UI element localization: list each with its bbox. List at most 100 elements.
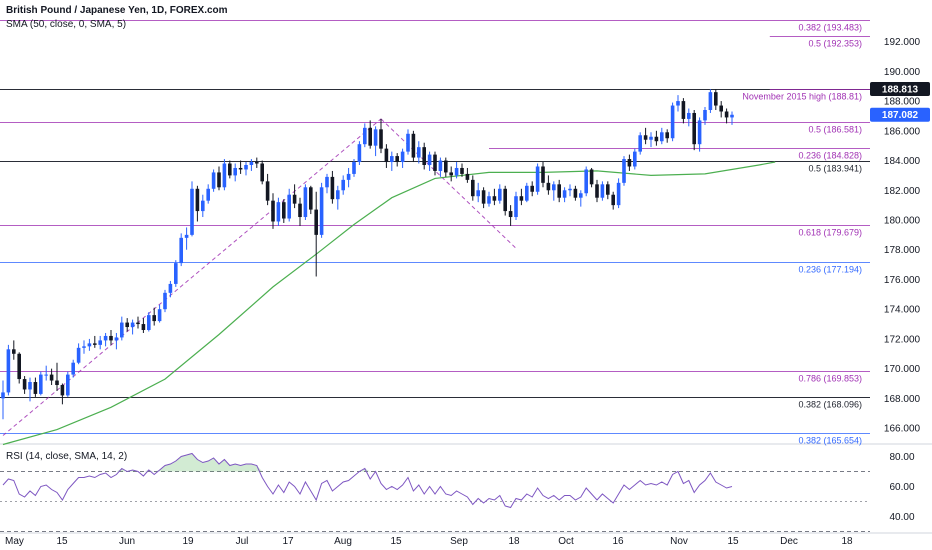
price-axis-tick: 174.000 <box>884 305 921 316</box>
candle <box>724 108 729 124</box>
price-tag-blue: 187.082 <box>870 107 930 122</box>
candle-body <box>201 200 205 212</box>
price-axis-tick: 182.000 <box>884 186 921 197</box>
level-label: 0.5 (186.581) <box>808 125 862 135</box>
candle <box>643 127 648 145</box>
rsi-overbought-fill <box>154 453 263 472</box>
candle-body <box>222 163 227 188</box>
candle <box>352 159 356 177</box>
candle <box>346 167 351 188</box>
time-axis-tick: Jul <box>236 536 249 547</box>
candle-body <box>643 135 648 140</box>
candle-body <box>352 162 356 174</box>
candle <box>417 141 421 164</box>
candle-body <box>562 190 567 198</box>
candle-body <box>460 167 464 174</box>
time-axis-tick: Nov <box>670 536 688 547</box>
candle <box>687 108 691 127</box>
candle <box>676 95 680 112</box>
candle <box>562 187 567 203</box>
candle-body <box>422 147 426 165</box>
candle <box>238 160 243 174</box>
candle <box>525 182 529 203</box>
level-label: 0.382 (165.654) <box>798 436 862 446</box>
candle-body <box>611 194 615 206</box>
candle-body <box>584 169 588 194</box>
candle-body <box>724 111 729 118</box>
candle-body <box>530 185 534 192</box>
time-axis-tick: 18 <box>508 536 520 547</box>
candle-body <box>373 129 378 146</box>
candle-body <box>103 335 108 341</box>
candle-body <box>471 179 475 197</box>
candle-body <box>714 92 718 106</box>
candle-body <box>535 166 540 192</box>
candle-body <box>589 169 594 185</box>
candle-body <box>649 136 653 140</box>
level-label: 0.5 (192.353) <box>808 39 862 49</box>
candle-body <box>157 309 162 322</box>
candle-body <box>552 184 556 191</box>
candle-body <box>82 346 86 348</box>
time-axis-tick: Oct <box>558 536 574 547</box>
candle <box>12 340 16 360</box>
candle <box>481 187 486 209</box>
candle <box>39 371 43 396</box>
price-axis-tick: 172.000 <box>884 334 921 345</box>
level-label: November 2015 high (188.81) <box>742 92 862 102</box>
candle <box>276 197 281 226</box>
candle <box>595 179 599 203</box>
candle-body <box>703 110 707 121</box>
rsi-line <box>2 452 733 509</box>
candle <box>622 156 626 186</box>
candle <box>433 151 437 176</box>
candle <box>136 316 140 329</box>
candle-body <box>681 101 686 119</box>
candle <box>49 368 54 385</box>
candle <box>654 130 659 146</box>
candle <box>660 127 664 145</box>
candle <box>287 188 291 222</box>
sma-legend: SMA (50, close, 0, SMA, 5) <box>6 19 127 30</box>
candle <box>730 111 734 125</box>
rsi-legend: RSI (14, close, SMA, 14, 2) <box>6 451 128 462</box>
rsi-axis-tick: 80.00 <box>889 452 914 463</box>
candle <box>6 344 11 396</box>
candle-body <box>606 184 610 195</box>
candle <box>206 184 210 204</box>
time-axis-tick: 17 <box>282 536 294 547</box>
candle-body <box>66 374 70 396</box>
price-tag-box <box>870 107 930 122</box>
chart-title: British Pound / Japanese Yen, 1D, FOREX.… <box>6 5 228 16</box>
candle <box>60 383 65 405</box>
candle-body <box>379 129 383 149</box>
candle <box>541 162 545 188</box>
candle <box>471 175 475 201</box>
candle-body <box>17 353 21 380</box>
candle <box>508 205 513 226</box>
candle <box>98 335 102 350</box>
candle <box>357 141 362 165</box>
candle <box>395 153 399 167</box>
candle <box>179 233 183 267</box>
price-axis-tick: 186.000 <box>884 126 921 137</box>
candle-body <box>390 156 394 163</box>
candle-body <box>49 374 54 381</box>
candle-body <box>260 163 264 182</box>
candle <box>55 362 59 391</box>
candle <box>427 151 432 171</box>
candle-body <box>190 188 194 235</box>
candle <box>17 352 21 384</box>
candle <box>406 129 410 155</box>
price-axis-tick: 188.000 <box>884 97 921 108</box>
candle <box>616 178 621 209</box>
candle-body <box>22 379 27 390</box>
level-label: 0.382 (168.096) <box>798 400 862 410</box>
candle <box>584 166 588 197</box>
candle <box>411 130 416 163</box>
candle-body <box>309 187 313 210</box>
candle-body <box>255 162 259 164</box>
rsi-axis-tick: 60.00 <box>889 482 914 493</box>
candle-body <box>39 374 43 394</box>
